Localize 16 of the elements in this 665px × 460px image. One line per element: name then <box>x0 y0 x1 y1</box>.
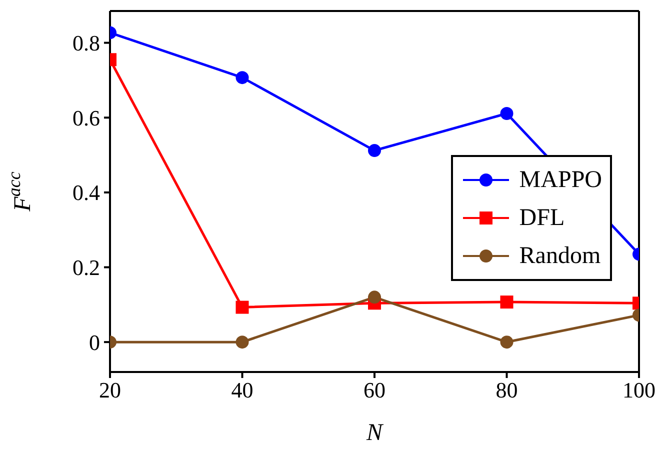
x-tick-label: 60 <box>364 378 386 403</box>
legend-label: DFL <box>519 204 565 232</box>
y-tick-label: 0.8 <box>72 30 100 56</box>
x-tick-label: 100 <box>622 378 656 403</box>
y-tick-label: 0.4 <box>72 180 100 206</box>
legend-label: Random <box>519 242 601 270</box>
y-tick-label: 0.2 <box>72 255 100 280</box>
x-tick-label: 80 <box>496 378 518 403</box>
y-tick-label: 0 <box>89 330 100 355</box>
point <box>368 144 381 158</box>
legend-label: MAPPO <box>519 166 602 194</box>
point <box>368 290 381 304</box>
x-tick-label: 40 <box>231 378 254 403</box>
x-tick-label: 20 <box>99 378 121 403</box>
x-axis-title: N <box>365 420 384 446</box>
y-tick-label: 0.6 <box>72 105 100 130</box>
